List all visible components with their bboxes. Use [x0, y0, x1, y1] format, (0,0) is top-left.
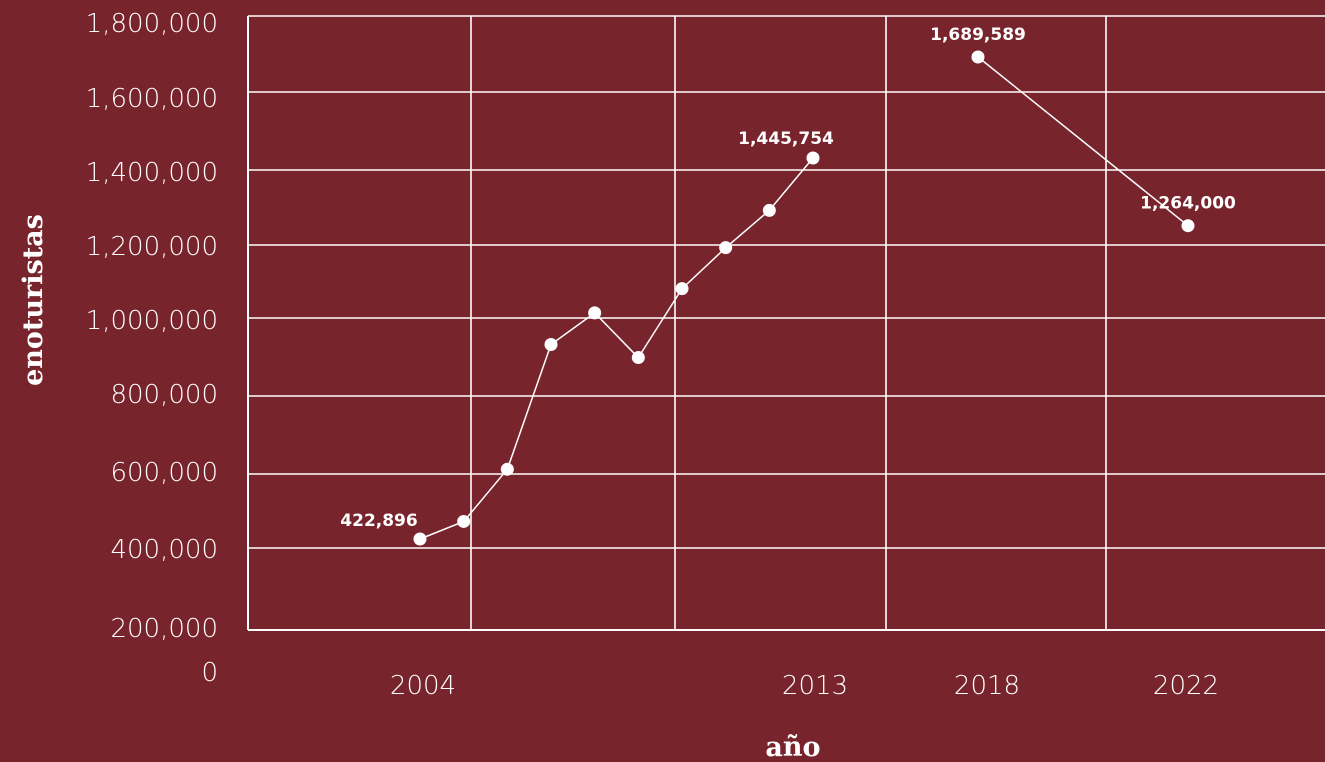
- y-tick-label: 1,400,000: [86, 158, 218, 188]
- series-line: [977, 56, 1189, 227]
- data-label: 422,896: [340, 511, 417, 531]
- data-point: [806, 151, 820, 165]
- data-point: [588, 306, 602, 320]
- data-point: [631, 351, 645, 365]
- series-line: [419, 157, 814, 540]
- data-point: [719, 241, 733, 255]
- y-tick-label: 0: [201, 658, 218, 688]
- y-tick-label: 600,000: [110, 458, 218, 488]
- data-point: [500, 462, 514, 476]
- data-point: [762, 203, 776, 217]
- series-group: [413, 50, 1195, 546]
- x-tick-label: 2013: [782, 671, 848, 701]
- y-tick-label: 800,000: [110, 380, 218, 410]
- data-point: [544, 338, 558, 352]
- data-label: 1,445,754: [738, 129, 834, 149]
- y-tick-label: 1,800,000: [86, 9, 218, 39]
- x-tick-label: 2004: [390, 671, 456, 701]
- x-tick-label: 2018: [954, 671, 1020, 701]
- y-tick-label: 1,000,000: [86, 306, 218, 336]
- y-axis-title: enoturistas: [18, 214, 49, 386]
- data-point: [971, 50, 985, 64]
- y-tick-label: 1,200,000: [86, 232, 218, 262]
- y-axis-ticks: 0 200,000 400,000 600,000 800,000 1,000,000 1,…: [86, 9, 218, 688]
- y-tick-label: 200,000: [110, 614, 218, 644]
- x-axis-ticks: 2004 2013 2018 2022: [390, 671, 1219, 701]
- y-tick-label: 1,600,000: [86, 84, 218, 114]
- data-label: 1,689,589: [930, 25, 1026, 45]
- data-point: [675, 282, 689, 296]
- data-point: [457, 514, 471, 528]
- data-point: [1181, 219, 1195, 233]
- data-label: 1,264,000: [1140, 194, 1236, 214]
- grid: [247, 15, 1325, 631]
- y-tick-label: 400,000: [110, 535, 218, 565]
- x-tick-label: 2022: [1153, 671, 1219, 701]
- x-axis-title: año: [765, 732, 820, 762]
- data-labels: 422,896 1,445,754 1,689,589 1,264,000: [340, 25, 1236, 531]
- data-point: [413, 532, 427, 546]
